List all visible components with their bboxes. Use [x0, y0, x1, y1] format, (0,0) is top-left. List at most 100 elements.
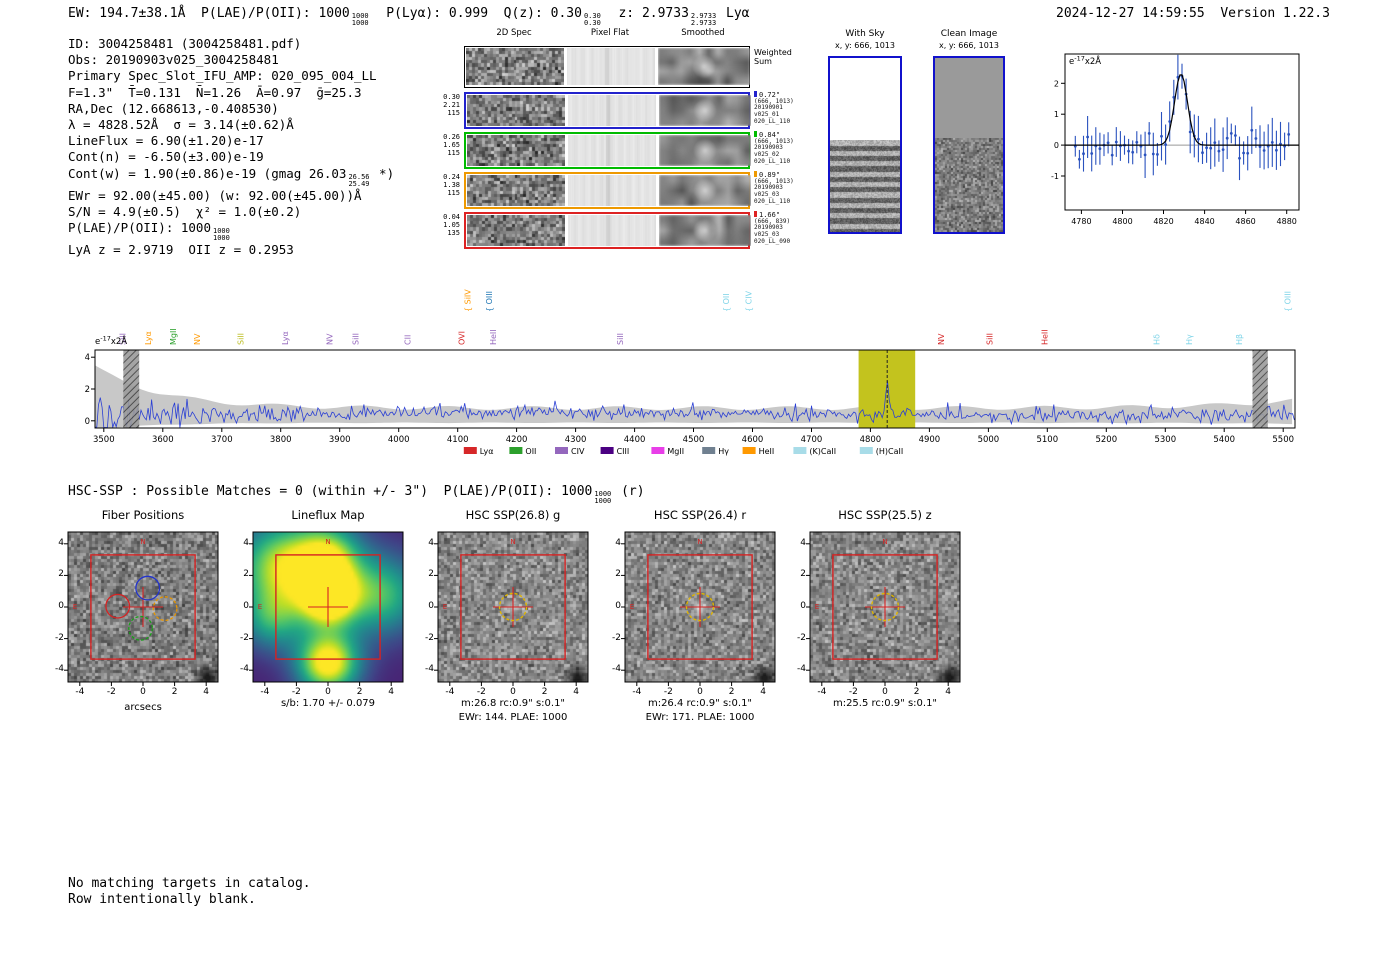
text-run: Obs: 20190903v025_3004258481	[68, 52, 279, 68]
text-run: RA,Dec (12.668613,-0.408530)	[68, 100, 279, 116]
text-run: S/N = 4.9(±0.5) χ² = 1.0(±0.2)	[68, 203, 302, 219]
y-tick-label: 2	[58, 569, 64, 580]
svg-text:{ CIV: { CIV	[744, 290, 753, 312]
clean-noise-image	[935, 138, 1003, 232]
annotation-text: 20190901	[754, 104, 783, 112]
spec2d-row	[464, 172, 751, 209]
y-tick-label: 4	[58, 537, 64, 548]
stacked-fraction: 0.30 0.30	[584, 13, 601, 27]
annotation-line: (666, 1013)	[754, 137, 824, 146]
annotation-line: 0.72"	[754, 91, 824, 99]
image-canvas	[659, 95, 751, 126]
svg-text:5500: 5500	[1272, 435, 1294, 445]
annotation-line: v025_01	[754, 111, 824, 119]
svg-text:4820: 4820	[1153, 217, 1173, 226]
svg-text:(H)CaII: (H)CaII	[876, 447, 903, 456]
svg-text:4860: 4860	[1235, 217, 1255, 226]
weight-value: 115	[447, 189, 460, 198]
header-summary: EW: 194.7±38.1Å P(LAE)/P(OII): 1000 1000 1…	[68, 6, 750, 27]
svg-text:{ OIII: { OIII	[485, 291, 494, 312]
spec2d-cell-pixelflat	[568, 135, 656, 166]
svg-text:HeII: HeII	[489, 329, 498, 345]
svg-text:SiII: SiII	[986, 333, 995, 345]
annotation-text: v025_01	[754, 111, 780, 119]
y-tick-label: 4	[800, 537, 806, 548]
x-tick-label: 4	[203, 687, 210, 697]
spec2d-column-title: 2D Spec	[496, 28, 532, 38]
x-tick-label: -4	[260, 687, 270, 697]
annotation-text: 020_LL_110	[754, 197, 791, 205]
full-spectrum-plot: 3500 3600 3700 3800 3900 4000 4100 4200 4300 4400…	[60, 256, 1360, 464]
svg-text:{ SiIV: { SiIV	[464, 289, 473, 312]
annotation-line: v025_03	[754, 191, 824, 199]
svg-text:SiII: SiII	[352, 333, 361, 345]
text-run: P(Lyα): 0.999 Q(z): 0.30	[370, 6, 582, 21]
y-tick-label: 4	[243, 537, 249, 548]
spec2d-row	[464, 92, 751, 129]
y-tick-label: 0	[428, 601, 434, 611]
stacked-fraction: 1000 1000	[594, 491, 611, 505]
cutout-overlay-svg: NE	[621, 531, 776, 686]
cutout-overlay-svg: NE	[64, 531, 219, 686]
stack-top: 1000	[594, 490, 612, 498]
svg-text:Hδ: Hδ	[1152, 334, 1161, 345]
svg-text:4: 4	[85, 353, 90, 363]
cutout-caption: EWr: 171. PLAE: 1000	[645, 712, 755, 723]
footer-line-1: No matching targets in catalog.	[68, 876, 311, 891]
row-color-marker	[754, 91, 757, 97]
x-tick-label: 2	[728, 687, 735, 697]
x-tick-label: 0	[510, 687, 516, 697]
spec2d-row	[464, 212, 751, 249]
svg-text:N: N	[882, 538, 887, 546]
image-canvas	[467, 95, 565, 126]
x-tick-label: 0	[325, 687, 331, 697]
annotation-line: v025_02	[754, 151, 824, 159]
image-canvas	[467, 175, 565, 206]
svg-text:4200: 4200	[506, 435, 528, 445]
y-tick-label: 4	[615, 537, 621, 548]
weight-value: 115	[447, 109, 460, 118]
svg-text:SiII: SiII	[119, 333, 128, 345]
svg-text:4800: 4800	[1112, 217, 1132, 226]
weight-value: 0.24	[443, 173, 460, 181]
svg-text:4000: 4000	[388, 435, 410, 445]
annotation-text: 20190903	[754, 184, 783, 192]
text-run: P(LAE)/P(OII): 1000	[68, 220, 211, 236]
y-tick-label: -4	[425, 664, 434, 675]
row-color-marker	[754, 131, 757, 137]
fiber-annotation: 0.89" (666, 1013) 20190903 v025_03 020_LL_11…	[754, 171, 824, 211]
spec2d-column-title: Pixel Flat	[590, 28, 630, 38]
y-tick-label: -4	[55, 664, 64, 675]
svg-text:e-17x2Å: e-17x2Å	[1069, 55, 1101, 68]
annotation-text: 020_LL_110	[754, 157, 791, 165]
image-canvas	[659, 175, 751, 206]
cutout-coords: x, y: 666, 1013	[939, 41, 999, 50]
svg-text:N: N	[325, 538, 330, 546]
annotation-text: 0.84"	[759, 131, 781, 139]
svg-text:4900: 4900	[919, 435, 941, 445]
y-tick-label: 2	[428, 569, 434, 580]
svg-text:3900: 3900	[329, 435, 351, 445]
annotation-text: (666, 1013)	[754, 137, 794, 145]
info-line-12: LyA z = 2.9719 OII z = 0.2953	[68, 242, 394, 258]
row-color-marker	[754, 211, 757, 217]
svg-text:SiII: SiII	[237, 333, 246, 345]
annotation-text: 1.66"	[759, 211, 781, 219]
image-canvas	[659, 135, 751, 166]
text-run: Cont(n) = -6.50(±3.00)e-19	[68, 149, 264, 165]
stack-top: 1000	[213, 227, 230, 236]
stack-bottom: 0.30	[583, 19, 601, 27]
annotation-line: (666, 1013)	[754, 178, 824, 186]
svg-text:Lyα: Lyα	[144, 331, 153, 345]
info-line-11: P(LAE)/P(OII): 1000 1000 1000	[68, 220, 394, 242]
text-run: F=1.3" T̄=0.131 N̄=1.26 Ā=0.97 ḡ=25.3	[68, 84, 362, 100]
image-canvas	[935, 138, 1003, 232]
spec2d-cell-2dspec	[467, 135, 565, 166]
x-tick-label: 2	[356, 687, 363, 697]
fiber-sky-image	[830, 140, 900, 232]
stack-bottom: 25.49	[348, 179, 370, 188]
annotation-text: 020_LL_090	[754, 237, 791, 245]
weight-value: 0.30	[443, 93, 460, 101]
footer-line-2: Row intentionally blank.	[68, 892, 256, 907]
